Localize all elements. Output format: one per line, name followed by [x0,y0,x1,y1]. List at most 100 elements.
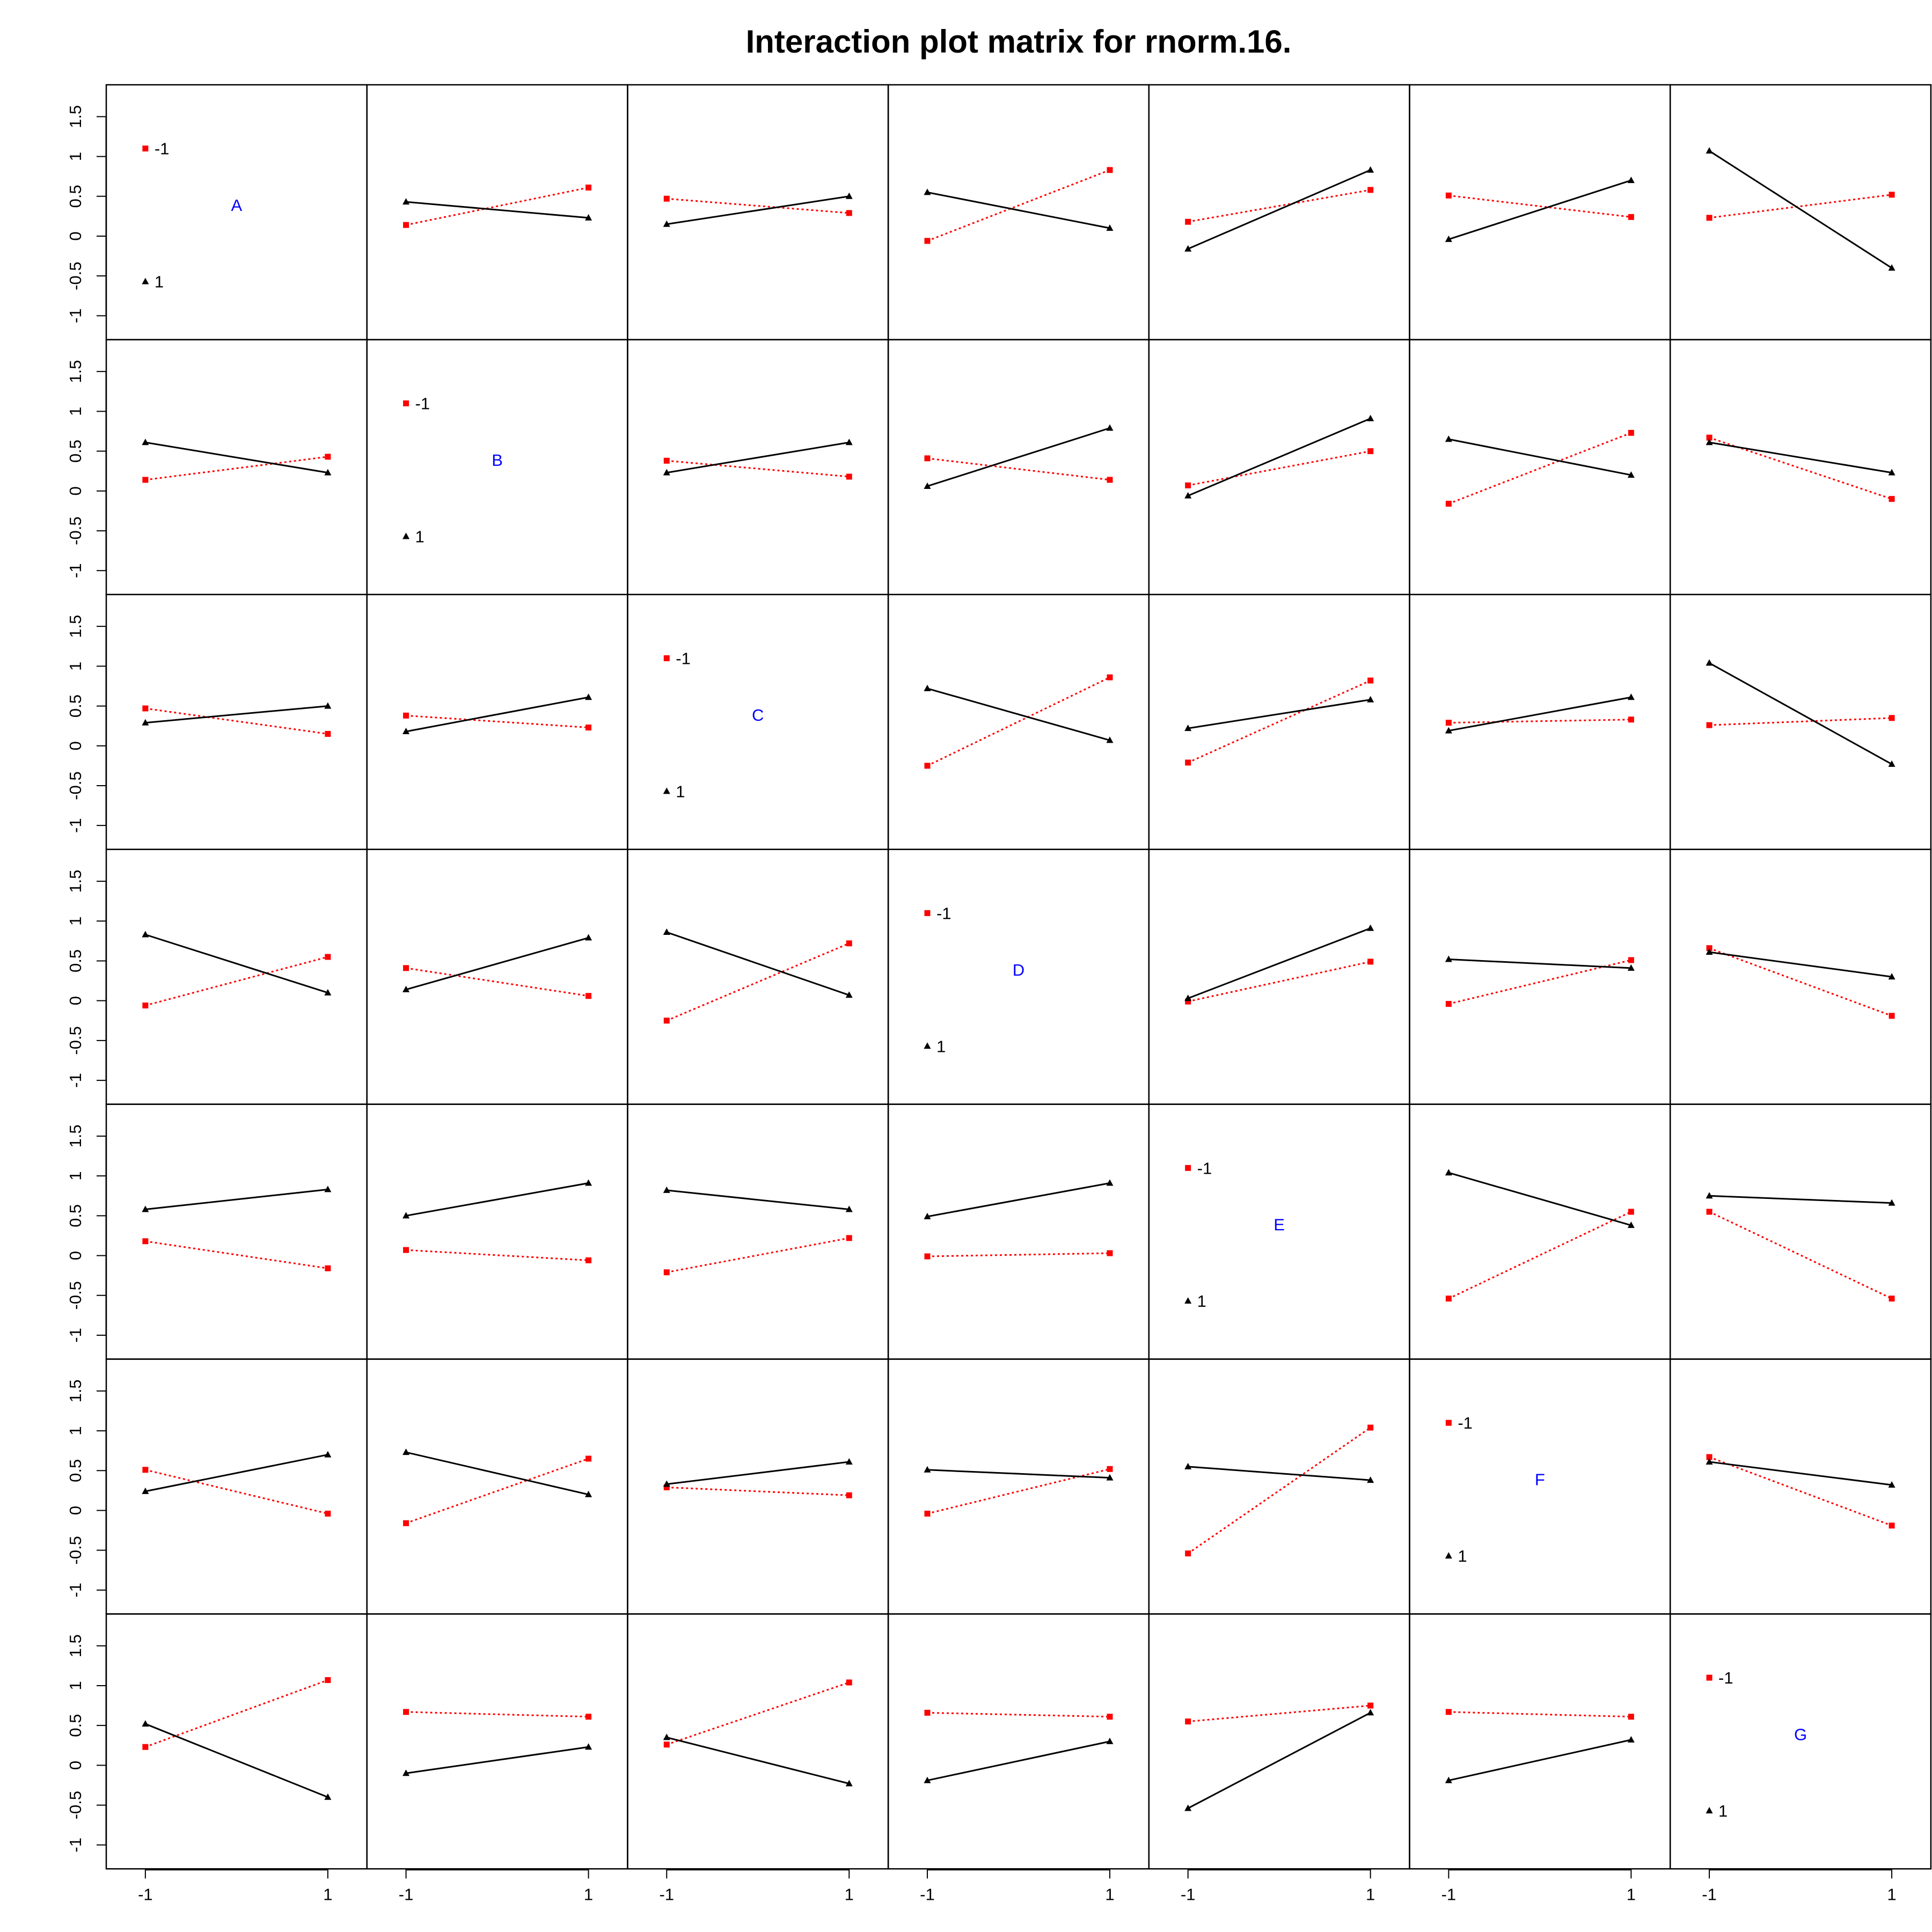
panel-frame [366,1103,628,1360]
series-plus1-marker [142,931,149,938]
y-tick-label: 1.5 [66,615,85,638]
y-tick-label: 1.5 [66,1634,85,1657]
series-minus1-marker [663,195,670,202]
series-minus1-marker [586,993,592,999]
series-plus1-marker [402,1769,410,1776]
series-minus1-line [1448,1711,1631,1718]
x-tick-label: -1 [138,1885,153,1904]
series-plus1-marker [585,1743,592,1750]
factor-label: C [752,706,764,724]
series-plus1-line [927,687,1110,741]
series-plus1-marker [1184,245,1192,252]
y-tick-label: 0 [66,231,85,240]
y-tick-label: 1.5 [66,1379,85,1402]
series-plus1-marker [1445,435,1452,442]
series-minus1-marker [142,1467,149,1473]
series-plus1-line [1448,179,1631,240]
series-plus1-marker [663,469,670,475]
series-plus1-line [927,1182,1110,1218]
series-minus1-marker [1367,677,1374,684]
factor-label: A [231,196,243,215]
panel-frame [887,1358,1150,1615]
series-plus1-marker [1106,224,1114,231]
series-plus1-marker [1706,1192,1713,1199]
series-plus1-line [1448,696,1631,732]
series-plus1-line [927,191,1110,229]
series-plus1-marker [924,1212,931,1219]
panel-frame [1148,594,1410,850]
panel-frame [1669,1103,1932,1360]
series-plus1-marker [142,438,149,445]
legend-label-plus1: 1 [1458,1547,1467,1565]
panel-frame [1148,84,1410,341]
series-plus1-marker [1888,973,1896,980]
series-minus1-marker [1445,1001,1452,1007]
panel-frame [1409,84,1671,341]
y-tick-label: 1 [66,1681,85,1690]
series-minus1-marker [1367,958,1374,965]
series-minus1-line [145,707,328,735]
panel-frame [887,1103,1150,1360]
factor-label: E [1274,1216,1285,1234]
series-plus1-marker [845,192,853,199]
series-minus1-line [1448,432,1631,505]
series-plus1-line [406,1182,589,1217]
panel-frame [887,339,1150,596]
series-minus1-marker [403,712,409,719]
y-tick-label: 0.5 [66,949,85,972]
x-tick-label: 1 [584,1885,593,1904]
legend-label-plus1: 1 [936,1037,946,1056]
series-plus1-marker [663,1480,670,1487]
series-minus1-marker [1706,945,1713,952]
legend-label-minus1: -1 [936,904,952,923]
series-plus1-line [667,1189,850,1210]
series-minus1-line [667,459,850,478]
panel-frame [1669,1613,1932,1870]
series-plus1-line [406,1746,589,1774]
panel-frame [1409,1103,1671,1360]
y-tick-label: -0.5 [66,771,85,800]
series-minus1-marker [924,1709,931,1716]
panel-frame [627,1613,889,1870]
series-minus1-marker [1628,1714,1634,1720]
series-plus1-line [667,1461,850,1485]
series-minus1-marker [924,455,931,462]
series-plus1-marker [924,1466,931,1473]
series-minus1-line [145,1240,328,1269]
legend-label-plus1: 1 [415,527,425,546]
series-minus1-marker [1889,1523,1895,1529]
series-minus1-marker [325,453,331,460]
series-minus1-marker [1445,1709,1452,1715]
legend-label-minus1: -1 [155,140,170,158]
series-plus1-line [1709,662,1892,765]
series-plus1-marker [924,482,931,489]
series-minus1-line [927,1711,1110,1718]
series-minus1-marker [1107,1714,1113,1720]
series-plus1-marker [924,188,931,195]
y-tick-label: 0.5 [66,1204,85,1227]
series-minus1-line [666,1237,850,1274]
series-minus1-line [406,714,589,729]
y-tick-label: -1 [66,309,85,324]
series-plus1-line [1188,927,1371,999]
series-plus1-line [406,1451,589,1496]
series-plus1-line [1188,1466,1371,1481]
series-plus1-marker [324,989,332,996]
series-minus1-marker [1889,496,1895,502]
panel-frame [105,1358,368,1615]
series-minus1-marker [924,1510,931,1517]
legend-marker-plus1 [1184,1297,1192,1304]
series-plus1-marker [1367,166,1374,173]
series-minus1-line [1448,719,1631,724]
series-minus1-line [927,1252,1110,1257]
y-tick-label: -0.5 [66,261,85,290]
series-minus1-marker [1706,215,1713,221]
y-tick-label: 1 [66,1172,85,1181]
series-minus1-marker [1185,998,1191,1005]
series-plus1-marker [1888,1481,1896,1488]
series-minus1-marker [325,954,331,960]
series-minus1-marker [403,222,409,228]
series-minus1-marker [1107,1250,1113,1256]
series-minus1-marker [586,184,592,191]
panel-frame [105,848,368,1105]
